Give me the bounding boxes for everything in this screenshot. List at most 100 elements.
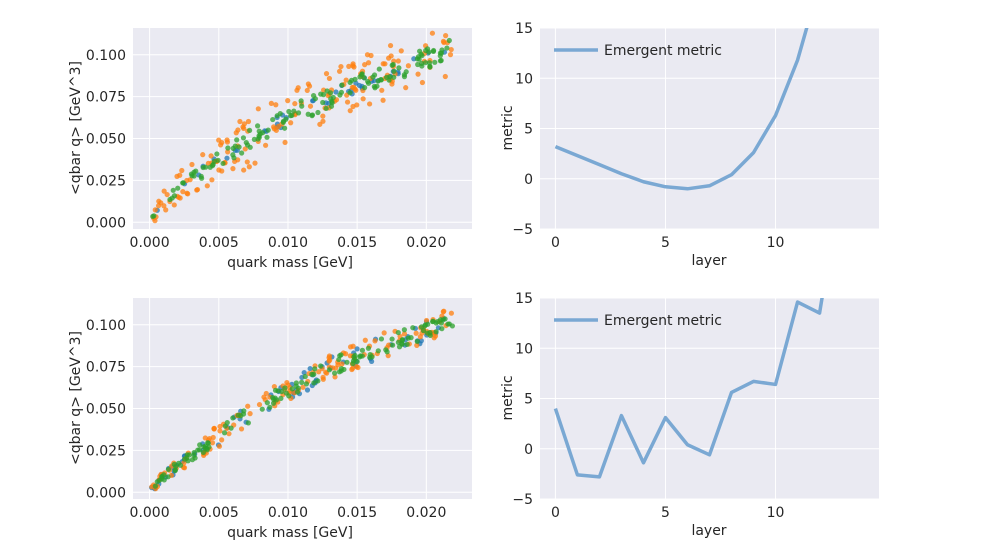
scatter-point [323,71,330,77]
scatter-point [242,146,248,152]
scatter-point [224,155,230,161]
scatter-point [405,335,411,341]
scatter-point [204,183,210,189]
scatter-point [184,190,190,196]
scatter-point [418,338,424,344]
scatter-point [295,385,301,391]
scatter-point [255,106,261,112]
scatter-point [262,142,269,148]
scatter-point [238,413,244,419]
x-tick-label: 0.010 [268,505,308,521]
scatter-point [381,330,387,336]
scatter-point [214,151,220,157]
scatter-point [357,353,364,359]
scatter-point [430,319,436,325]
scatter-point [268,100,274,106]
scatter-point [246,164,252,170]
scatter-point [391,74,397,80]
scatter-point [294,389,301,395]
x-tick-label: 0 [551,235,560,251]
scatter-point [346,63,352,69]
scatter-point [288,120,294,126]
scatter-point [401,331,408,337]
scatter-point [376,66,382,72]
scatter-point [230,145,236,151]
scatter-point [312,366,318,372]
x-tick-label: 0.015 [337,235,377,251]
scatter-series-green [152,316,456,489]
scatter-point [311,380,317,386]
scatter-point [338,63,344,70]
scatter-point [295,110,302,116]
scatter-point [399,336,406,343]
scatter-point [429,30,436,36]
scatter-point [267,404,273,410]
scatter-point [177,172,183,178]
scatter-point [431,335,437,341]
scatter-point [352,76,358,82]
scatter-point [330,94,336,101]
scatter-point [270,394,276,401]
scatter-point [165,466,171,473]
scatter-point [449,323,456,329]
scatter-point [347,79,353,86]
scatter-point [175,460,182,466]
x-tick-label: 10 [767,505,785,521]
y-tick-label: −5 [512,222,533,238]
scatter-point [230,415,236,421]
scatter-point [320,113,326,119]
scatter-point [378,77,384,83]
metric-line [554,28,809,191]
scatter-point [211,426,217,432]
y-tick-label: 15 [515,21,533,37]
scatter-point [415,61,421,68]
scatter-point [433,329,439,335]
scatter-point [448,46,454,53]
scatter-point [335,362,341,368]
scatter-point [176,194,182,200]
y-tick-label: 0.050 [86,402,126,418]
scatter-point [293,380,299,386]
scatter-point [163,207,169,213]
scatter-point [442,73,448,80]
scatter-point [332,374,338,380]
metric-panel-top: layer metric 0 5 10 −5 0 5 10 15 Emergent metric [500,21,879,269]
xlabel: layer [691,253,726,269]
scatter-point [239,150,245,156]
scatter-point [226,431,232,437]
scatter-point [298,98,304,104]
legend-label: Emergent metric [604,313,722,329]
scatter-point [184,452,190,458]
scatter-point [230,152,236,158]
scatter-point [447,52,454,58]
scatter-point [292,101,298,107]
scatter-point [320,92,327,98]
scatter-point [336,68,343,74]
scatter-point [180,180,186,186]
scatter-point [164,191,170,198]
y-tick-label: 5 [524,122,533,138]
scatter-point [170,187,176,193]
scatter-point [172,467,178,473]
scatter-point [277,110,283,117]
scatter-point [343,77,349,83]
y-tick-label: 0.025 [86,173,126,189]
scatter-point [200,449,206,456]
scatter-point [353,87,359,93]
scatter-point [305,111,311,117]
scatter-point [282,385,288,391]
scatter-point [365,60,372,66]
scatter-point [351,354,357,360]
scatter-point [240,135,247,141]
scatter-point [245,420,251,426]
scatter-point [382,61,388,67]
scatter-point [326,353,333,359]
y-tick-label: −5 [512,492,533,508]
scatter-point [337,353,343,359]
scatter-point [307,365,313,372]
scatter-point [401,327,407,333]
scatter-point [365,345,372,351]
scatter-point [339,82,345,88]
scatter-point [299,103,305,109]
scatter-point [391,68,397,74]
